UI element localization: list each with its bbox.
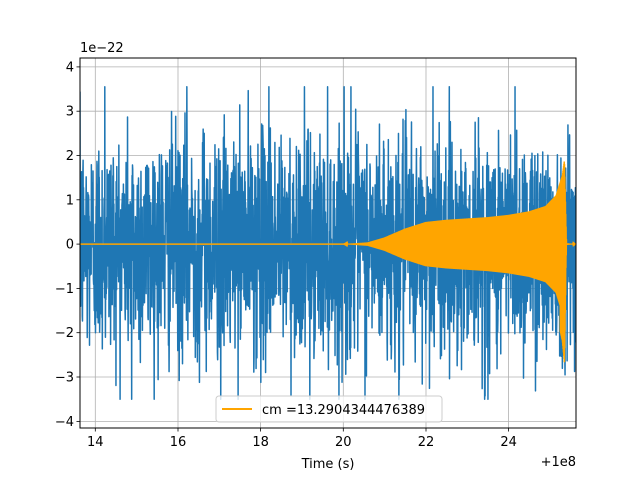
plot-frame [79,57,577,429]
x-tick-label: 20 [335,435,352,450]
x-offset-label: +1e8 [541,455,576,470]
y-tick-label: −2 [55,326,74,341]
noise-series-line [80,86,576,400]
y-tick-label: −1 [55,282,74,297]
y-tick-label: −3 [55,371,74,386]
legend-label-chirp: cm =13.2904344476389 [262,403,425,418]
y-tick-label: 4 [66,60,74,75]
y-scale-label: 1e−22 [80,41,124,56]
series-layer [80,86,576,400]
x-tick-label: 14 [87,435,104,450]
axes: 14 16 18 20 22 24 −4 −3 −2 −1 0 1 2 3 4 [55,60,517,450]
x-tick-label: 24 [500,435,517,450]
y-tick-label: 1 [66,193,74,208]
chirp-series-line [80,161,576,363]
x-tick-label: 16 [170,435,187,450]
legend-box [215,395,443,423]
y-tick-label: 0 [66,238,74,253]
x-axis-label: Time (s) [301,457,355,472]
x-tick-label: 22 [418,435,435,450]
y-tick-label: 3 [66,105,74,120]
legend: cm =13.2904344476389 [215,395,443,423]
x-tick-label: 18 [252,435,269,450]
y-tick-label: 2 [66,149,74,164]
y-tick-label: −4 [55,415,74,430]
